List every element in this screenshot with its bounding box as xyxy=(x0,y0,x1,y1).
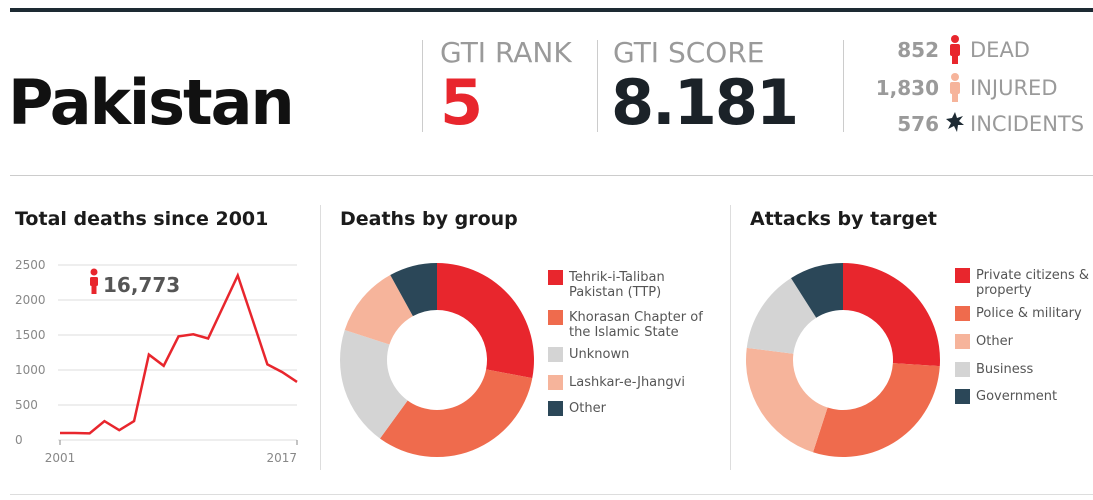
y-tick-label: 500 xyxy=(15,398,38,412)
y-tick-label: 1000 xyxy=(15,363,46,377)
stat-label: INCIDENTS xyxy=(970,112,1085,136)
stat-label: DEAD xyxy=(970,38,1030,62)
person-icon xyxy=(90,268,98,294)
legend-label: Khorasan Chapter of the Islamic State xyxy=(569,310,703,340)
dead-icon xyxy=(950,35,960,64)
legend-swatch xyxy=(955,306,970,321)
divider xyxy=(422,40,423,132)
score-label: GTI SCORE xyxy=(613,36,765,69)
stat-value: 1,830 xyxy=(875,76,939,100)
y-tick-label: 2500 xyxy=(15,258,46,272)
legend-label: Private citizens & property xyxy=(976,268,1090,298)
donut-slice xyxy=(340,330,408,439)
legend-label: Unknown xyxy=(569,347,630,362)
legend-swatch xyxy=(548,270,563,285)
stat-label: INJURED xyxy=(970,76,1058,100)
chart-title: Attacks by target xyxy=(750,208,937,230)
legend-swatch xyxy=(955,334,970,349)
donut-slice xyxy=(746,347,828,453)
injured-icon xyxy=(950,73,960,102)
chart-title: Total deaths since 2001 xyxy=(15,208,269,230)
legend-swatch xyxy=(955,268,970,283)
donut-slice xyxy=(344,274,413,345)
donut-slice xyxy=(379,369,533,457)
donut-slice xyxy=(746,278,817,354)
legend-label: Lashkar-e-Jhangvi xyxy=(569,375,685,390)
legend-label: Government xyxy=(976,389,1058,404)
donut-slice xyxy=(813,363,940,458)
separator xyxy=(10,175,1093,176)
top-rule xyxy=(10,8,1093,12)
stat-value: 576 xyxy=(897,112,939,136)
donut-slice xyxy=(843,263,940,367)
icon-part xyxy=(91,285,97,294)
legend-swatch xyxy=(955,362,970,377)
x-tick-label: 2001 xyxy=(45,451,76,465)
divider xyxy=(730,205,731,470)
rank: 5 xyxy=(440,66,484,139)
legend-swatch xyxy=(548,347,563,362)
rank-label: GTI RANK xyxy=(440,36,572,69)
donut-slice xyxy=(791,263,843,318)
score: 8.181 xyxy=(611,66,799,139)
legend-label: Police & military xyxy=(976,306,1082,321)
legend-label: Tehrik-i-Taliban Pakistan (TTP) xyxy=(569,270,665,300)
divider xyxy=(843,40,844,132)
y-tick-label: 0 xyxy=(15,433,23,447)
incident-icon xyxy=(946,112,964,132)
legend-swatch xyxy=(548,310,563,325)
x-tick-label: 2017 xyxy=(266,451,297,465)
donut-slice xyxy=(437,263,534,379)
legend-label: Other xyxy=(569,401,606,416)
legend-label: Other xyxy=(976,334,1013,349)
divider xyxy=(320,205,321,470)
legend-swatch xyxy=(548,401,563,416)
annotation: 16,773 xyxy=(103,273,180,297)
icon-part xyxy=(90,268,98,276)
stat-value: 852 xyxy=(897,38,939,62)
bottom-rule xyxy=(10,494,1093,495)
y-tick-label: 1500 xyxy=(15,328,46,342)
stat-icons xyxy=(946,35,964,132)
legend-label: Business xyxy=(976,362,1034,377)
y-tick-label: 2000 xyxy=(15,293,46,307)
chart-title: Deaths by group xyxy=(340,208,518,230)
legend-swatch xyxy=(548,375,563,390)
icon-part xyxy=(90,277,98,286)
divider xyxy=(597,40,598,132)
line xyxy=(60,272,298,435)
legend-swatch xyxy=(955,389,970,404)
country: Pakistan xyxy=(8,66,295,139)
donut-slice xyxy=(390,263,437,317)
